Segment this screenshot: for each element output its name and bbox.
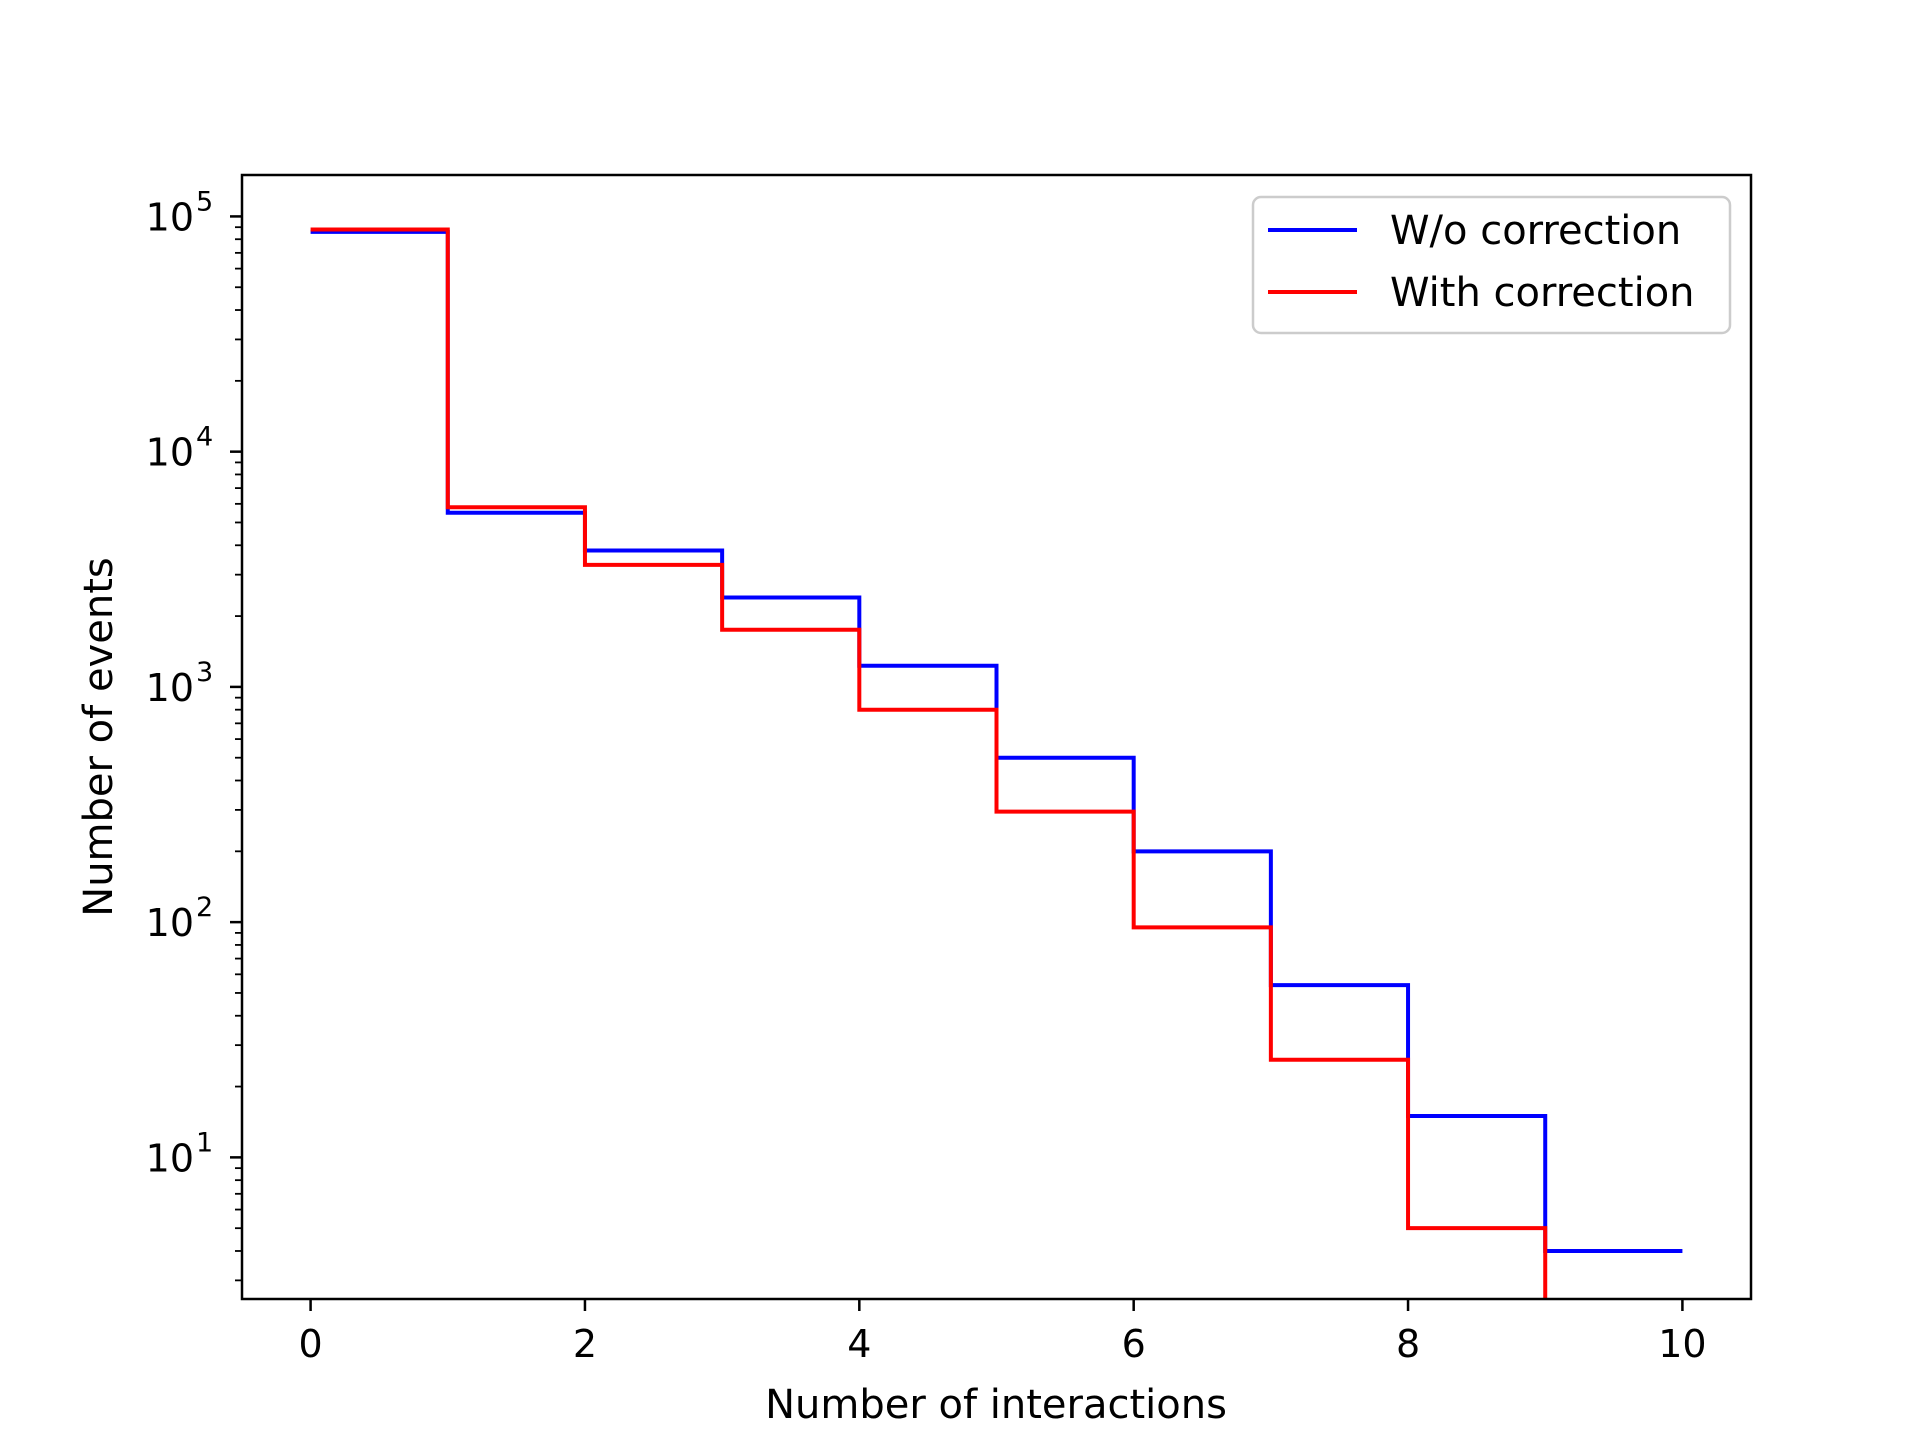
y-tick-label: 10 1: [146, 1127, 214, 1180]
legend-label: With correction: [1390, 270, 1695, 316]
legend-label: W/o correction: [1390, 208, 1681, 254]
x-tick-label: 4: [847, 1322, 871, 1366]
x-tick-label: 10: [1658, 1322, 1706, 1366]
series-layer: [310, 227, 1683, 1299]
x-axis-label: Number of interactions: [765, 1382, 1227, 1428]
y-tick-base: 10: [146, 1136, 194, 1180]
x-tick-label: 2: [573, 1322, 597, 1366]
legend-box: [1251, 195, 1732, 335]
x-tick-label: 8: [1396, 1322, 1420, 1366]
y-tick-exponent: 1: [196, 1127, 213, 1158]
y-tick-exponent: 2: [196, 892, 213, 923]
y-tick-label: 10 4: [146, 422, 214, 475]
y-tick-base: 10: [146, 195, 194, 239]
y-tick-label: 10 5: [146, 186, 214, 239]
legend: W/o correction With correction: [1251, 195, 1732, 335]
y-tick-label: 10 3: [146, 657, 214, 710]
y-tick-exponent: 3: [196, 657, 213, 688]
y-tick-label: 10 2: [146, 892, 214, 945]
plot-frame: [240, 173, 1753, 1301]
x-axis: 0 2 4 6 8 10: [298, 1299, 1707, 1366]
x-tick-label: 0: [298, 1322, 322, 1366]
y-tick-exponent: 4: [196, 422, 213, 453]
y-axis-label: Number of events: [76, 557, 122, 916]
y-tick-exponent: 5: [196, 186, 213, 217]
series-line-with-correction: [310, 227, 1548, 1299]
y-tick-base: 10: [146, 666, 194, 710]
x-tick-label: 6: [1122, 1322, 1146, 1366]
y-tick-base: 10: [146, 901, 194, 945]
y-tick-base: 10: [146, 431, 194, 475]
